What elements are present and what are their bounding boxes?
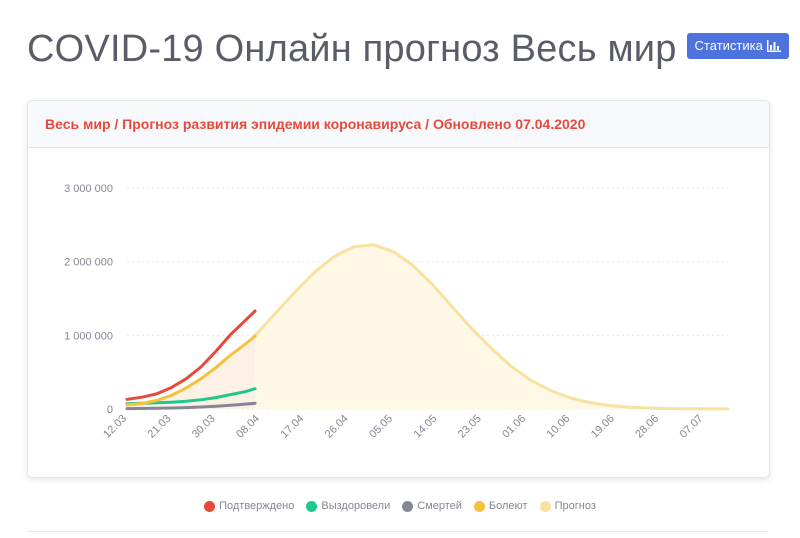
statistics-button-label: Статистика	[694, 38, 763, 53]
x-tick-label: 12.03	[101, 413, 129, 441]
legend-item-deaths[interactable]: Смертей	[402, 500, 462, 512]
card-header: Весь мир / Прогноз развития эпидемии кор…	[28, 101, 769, 148]
x-tick-label: 23.05	[456, 413, 484, 441]
x-tick-label: 07.07	[678, 413, 706, 441]
forecast-chart: 0 1 000 000 2 000 000 3 000 000 12.03 21.03 30…	[64, 183, 730, 441]
legend-label: Смертей	[417, 500, 462, 512]
chart-legend: Подтверждено Выздоровели Смертей Болеют Прог…	[0, 500, 800, 512]
x-tick-label: 08.04	[234, 413, 262, 441]
y-tick-label: 2 000 000	[64, 257, 113, 269]
page-title: COVID-19 Онлайн прогноз Весь мир	[27, 28, 677, 70]
x-tick-label: 30.03	[190, 413, 218, 441]
x-tick-label: 05.05	[367, 413, 395, 441]
x-tick-label: 21.03	[146, 413, 174, 441]
x-tick-label: 14.05	[412, 413, 440, 441]
card-title: Весь мир / Прогноз развития эпидемии кор…	[45, 116, 586, 132]
legend-dot-icon	[402, 500, 414, 512]
legend-item-active[interactable]: Болеют	[473, 500, 528, 512]
legend-label: Прогноз	[554, 500, 596, 512]
legend-item-forecast[interactable]: Прогноз	[539, 500, 596, 512]
x-tick-label: 19.06	[589, 413, 617, 441]
x-tick-label: 28.06	[633, 413, 661, 441]
statistics-button[interactable]: Статистика	[686, 33, 789, 59]
x-tick-label: 10.06	[545, 413, 573, 441]
x-tick-label: 17.04	[279, 413, 307, 441]
x-tick-label: 26.04	[323, 413, 351, 441]
legend-label: Выздоровели	[321, 500, 391, 512]
x-tick-label: 01.06	[500, 413, 528, 441]
series-line-confirmed	[125, 309, 257, 401]
legend-dot-icon	[306, 500, 318, 512]
page-header: COVID-19 Онлайн прогноз Весь мир Статист…	[27, 26, 789, 72]
forecast-area	[255, 244, 728, 409]
active-area	[127, 336, 256, 409]
y-tick-label: 3 000 000	[64, 183, 113, 195]
bar-chart-icon	[766, 40, 781, 52]
legend-label: Болеют	[488, 500, 528, 512]
legend-label: Подтверждено	[219, 500, 295, 512]
series-line-active	[125, 334, 257, 407]
y-tick-label: 0	[107, 404, 113, 416]
legend-dot-icon	[539, 500, 551, 512]
legend-item-confirmed[interactable]: Подтверждено	[204, 500, 294, 512]
legend-item-recovered[interactable]: Выздоровели	[306, 500, 390, 512]
series-line-deaths	[125, 401, 257, 411]
legend-dot-icon	[204, 500, 216, 512]
divider	[27, 531, 768, 532]
y-tick-label: 1 000 000	[64, 330, 113, 342]
chart-card: Весь мир / Прогноз развития эпидемии кор…	[27, 100, 770, 478]
legend-dot-icon	[473, 500, 485, 512]
series-line-forecast	[253, 243, 730, 411]
